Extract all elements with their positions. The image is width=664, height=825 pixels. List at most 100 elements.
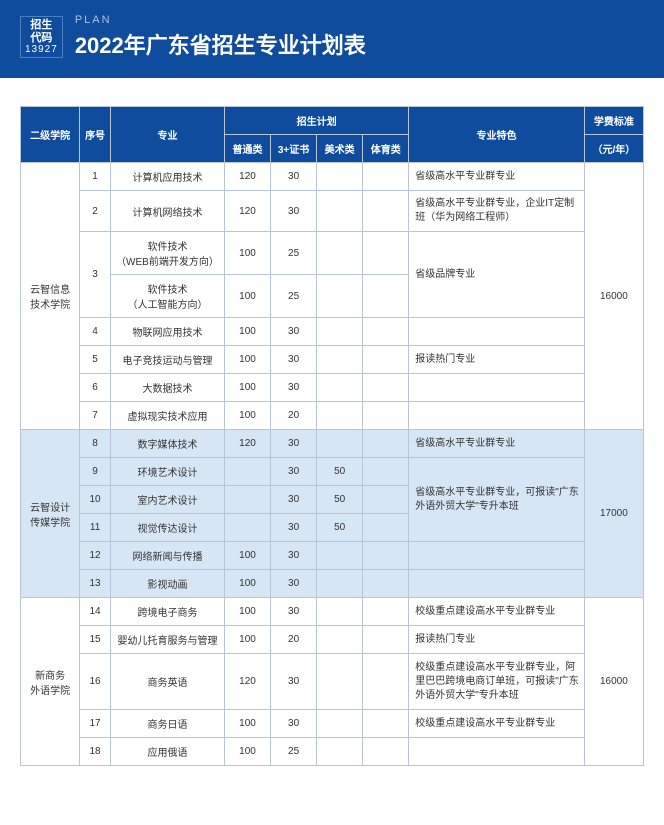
table-row: 云智设计传媒学院8数字媒体技术12030省级高水平专业群专业17000 bbox=[21, 430, 644, 458]
col-plan-group: 招生计划 bbox=[224, 107, 408, 135]
page-header: 招生 代码 13927 PLAN 2022年广东省招生专业计划表 bbox=[0, 0, 664, 78]
table-row: 新商务外语学院14跨境电子商务10030校级重点建设高水平专业群专业16000 bbox=[21, 598, 644, 626]
plan-cell bbox=[317, 738, 363, 766]
plan-cell: 20 bbox=[271, 402, 317, 430]
plan-cell: 120 bbox=[224, 654, 270, 710]
col-college: 二级学院 bbox=[21, 107, 80, 163]
tuition-cell: 17000 bbox=[584, 430, 643, 598]
col-plan-sport: 体育类 bbox=[363, 135, 409, 163]
major-cell: 影视动画 bbox=[110, 570, 224, 598]
plan-cell: 100 bbox=[224, 710, 270, 738]
col-feature: 专业特色 bbox=[409, 107, 584, 163]
plan-cell bbox=[363, 374, 409, 402]
index-cell: 16 bbox=[80, 654, 111, 710]
table-row: 16商务英语12030校级重点建设高水平专业群专业，阿里巴巴跨境电商订单班，可报… bbox=[21, 654, 644, 710]
plan-cell: 30 bbox=[271, 654, 317, 710]
major-cell: 室内艺术设计 bbox=[110, 486, 224, 514]
plan-cell bbox=[317, 710, 363, 738]
plan-cell bbox=[363, 346, 409, 374]
feature-cell: 校级重点建设高水平专业群专业，阿里巴巴跨境电商订单班，可报读"广东外语外贸大学"… bbox=[409, 654, 584, 710]
enrollment-code-badge: 招生 代码 13927 bbox=[20, 16, 63, 57]
col-plan-art: 美术类 bbox=[317, 135, 363, 163]
table-row: 13影视动画10030 bbox=[21, 570, 644, 598]
table-row: 9环境艺术设计3050省级高水平专业群专业，可报读"广东外语外贸大学"专升本班 bbox=[21, 458, 644, 486]
plan-cell bbox=[317, 163, 363, 191]
college-cell: 云智信息技术学院 bbox=[21, 163, 80, 430]
plan-cell bbox=[363, 598, 409, 626]
header-text: PLAN 2022年广东省招生专业计划表 bbox=[75, 14, 366, 60]
index-cell: 17 bbox=[80, 710, 111, 738]
table-row: 3软件技术（WEB前端开发方向）10025省级品牌专业 bbox=[21, 232, 644, 275]
feature-cell bbox=[409, 318, 584, 346]
table-row: 云智信息技术学院1计算机应用技术12030省级高水平专业群专业16000 bbox=[21, 163, 644, 191]
feature-cell: 校级重点建设高水平专业群专业 bbox=[409, 710, 584, 738]
plan-label: PLAN bbox=[75, 14, 366, 26]
plan-cell: 50 bbox=[317, 486, 363, 514]
major-cell: 环境艺术设计 bbox=[110, 458, 224, 486]
feature-cell bbox=[409, 570, 584, 598]
plan-cell: 30 bbox=[271, 598, 317, 626]
plan-cell: 100 bbox=[224, 570, 270, 598]
feature-cell bbox=[409, 738, 584, 766]
col-tuition-unit: （元/年） bbox=[584, 135, 643, 163]
plan-cell: 100 bbox=[224, 402, 270, 430]
table-row: 2计算机网络技术12030省级高水平专业群专业，企业IT定制班（华为网络工程师） bbox=[21, 191, 644, 232]
badge-line1: 招生 bbox=[25, 19, 58, 31]
plan-cell bbox=[363, 654, 409, 710]
table-row: 7虚拟现实技术应用10020 bbox=[21, 402, 644, 430]
main-title: 2022年广东省招生专业计划表 bbox=[75, 28, 366, 60]
table-row: 17商务日语10030校级重点建设高水平专业群专业 bbox=[21, 710, 644, 738]
index-cell: 13 bbox=[80, 570, 111, 598]
plan-cell: 100 bbox=[224, 738, 270, 766]
plan-cell bbox=[317, 191, 363, 232]
plan-cell: 25 bbox=[271, 275, 317, 318]
table-row: 18应用俄语10025 bbox=[21, 738, 644, 766]
major-cell: 网络新闻与传播 bbox=[110, 542, 224, 570]
plan-cell bbox=[317, 570, 363, 598]
plan-cell: 100 bbox=[224, 232, 270, 275]
plan-cell bbox=[224, 486, 270, 514]
plan-cell: 30 bbox=[271, 458, 317, 486]
major-cell: 数字媒体技术 bbox=[110, 430, 224, 458]
plan-cell bbox=[363, 402, 409, 430]
plan-cell bbox=[317, 275, 363, 318]
col-plan-3cert: 3+证书 bbox=[271, 135, 317, 163]
plan-cell: 30 bbox=[271, 191, 317, 232]
plan-cell: 100 bbox=[224, 542, 270, 570]
plan-cell bbox=[317, 402, 363, 430]
major-cell: 大数据技术 bbox=[110, 374, 224, 402]
col-major: 专业 bbox=[110, 107, 224, 163]
index-cell: 15 bbox=[80, 626, 111, 654]
index-cell: 4 bbox=[80, 318, 111, 346]
plan-cell: 30 bbox=[271, 486, 317, 514]
plan-cell bbox=[317, 318, 363, 346]
index-cell: 6 bbox=[80, 374, 111, 402]
feature-cell: 校级重点建设高水平专业群专业 bbox=[409, 598, 584, 626]
plan-cell bbox=[363, 542, 409, 570]
plan-cell bbox=[363, 486, 409, 514]
plan-cell bbox=[317, 542, 363, 570]
plan-cell bbox=[317, 654, 363, 710]
plan-cell: 100 bbox=[224, 626, 270, 654]
plan-cell bbox=[363, 710, 409, 738]
plan-cell: 30 bbox=[271, 430, 317, 458]
feature-cell bbox=[409, 542, 584, 570]
plan-cell: 100 bbox=[224, 275, 270, 318]
plan-cell bbox=[363, 458, 409, 486]
badge-line2: 代码 bbox=[25, 32, 58, 44]
plan-cell: 100 bbox=[224, 318, 270, 346]
index-cell: 14 bbox=[80, 598, 111, 626]
table-container: 二级学院 序号 专业 招生计划 专业特色 学费标准 普通类 3+证书 美术类 体… bbox=[0, 78, 664, 786]
plan-cell: 30 bbox=[271, 710, 317, 738]
major-cell: 电子竞技运动与管理 bbox=[110, 346, 224, 374]
plan-cell bbox=[363, 738, 409, 766]
plan-cell: 120 bbox=[224, 191, 270, 232]
table-row: 15婴幼儿托育服务与管理10020报读热门专业 bbox=[21, 626, 644, 654]
plan-cell: 30 bbox=[271, 346, 317, 374]
feature-cell: 省级高水平专业群专业，可报读"广东外语外贸大学"专升本班 bbox=[409, 458, 584, 542]
index-cell: 10 bbox=[80, 486, 111, 514]
feature-cell: 省级高水平专业群专业 bbox=[409, 163, 584, 191]
plan-cell: 50 bbox=[317, 514, 363, 542]
plan-cell bbox=[317, 598, 363, 626]
col-tuition: 学费标准 bbox=[584, 107, 643, 135]
